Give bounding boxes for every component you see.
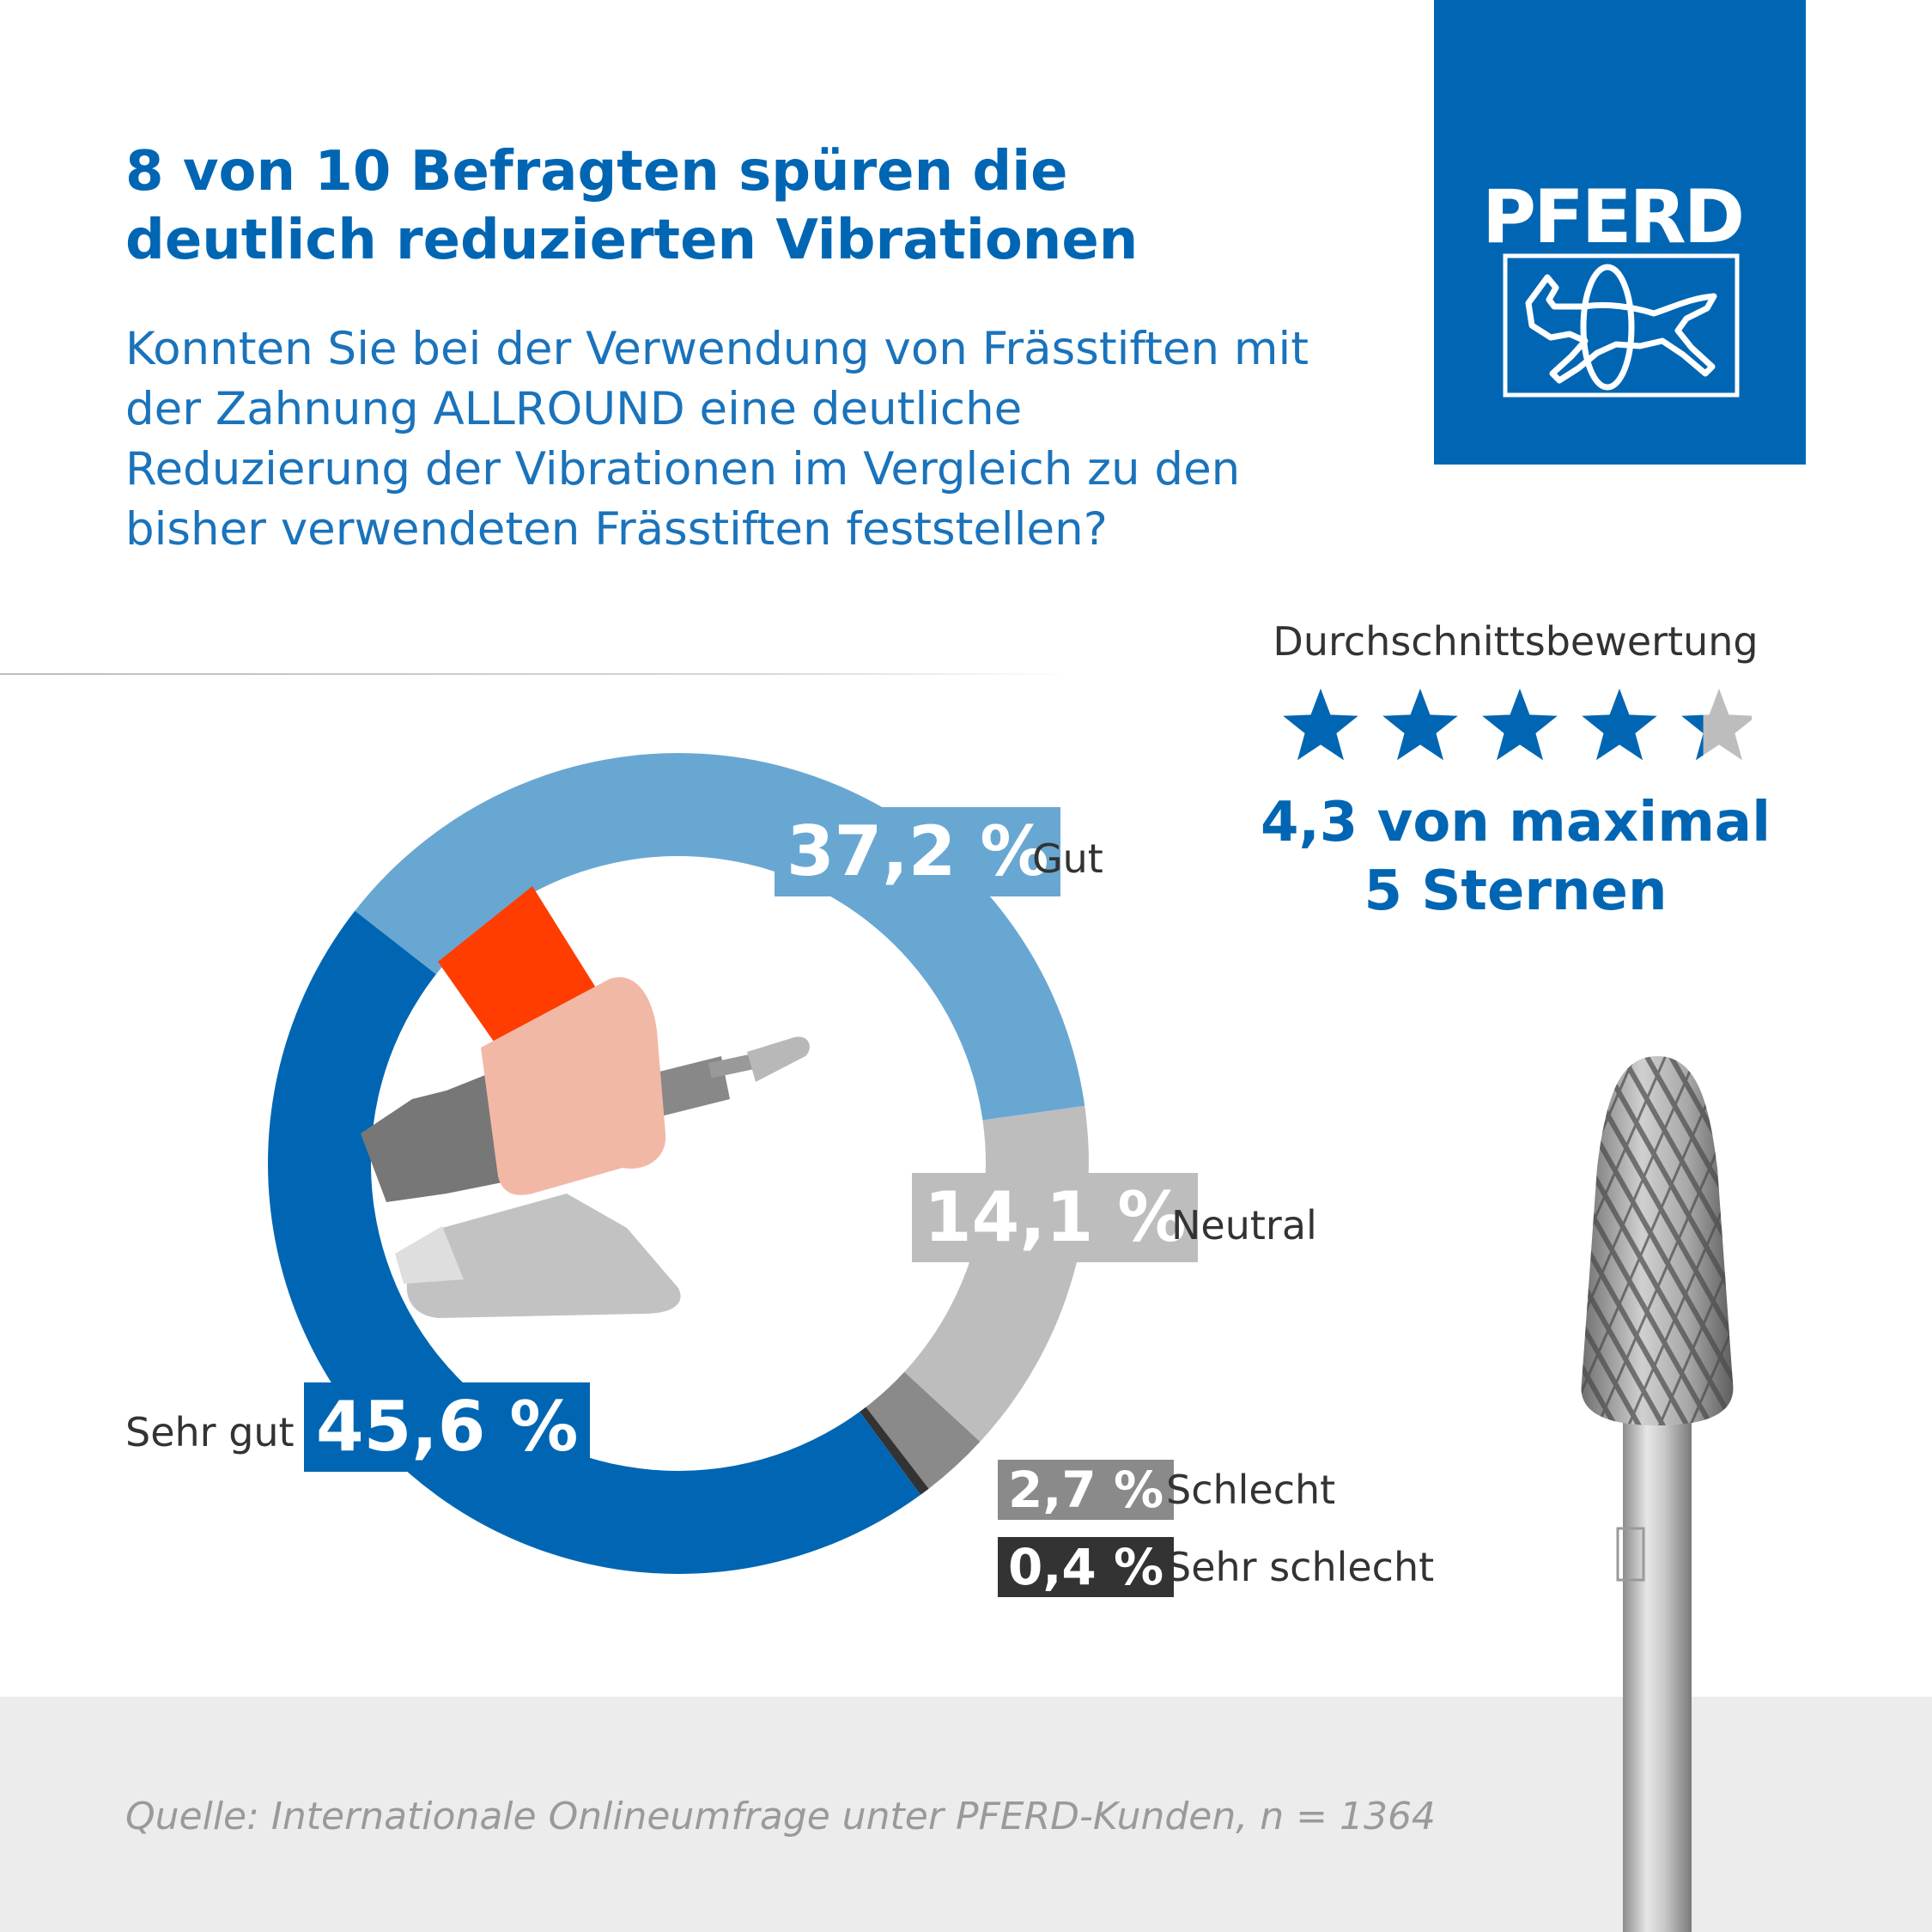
- star-icon: [1382, 689, 1458, 761]
- label-schlecht-value: 2,7 %: [998, 1460, 1175, 1520]
- label-sehr-schlecht-value: 0,4 %: [998, 1537, 1175, 1597]
- star-icon: [1681, 714, 1704, 761]
- star-icon: [1283, 689, 1358, 761]
- label-sehr-gut: Sehr gut: [125, 1409, 295, 1455]
- horse-emblem-icon: [1503, 253, 1740, 398]
- grinding-tool-illustration: [361, 886, 810, 1318]
- carbide-burr-image: [1581, 1056, 1734, 1932]
- label-neutral-value: 14,1 %: [912, 1173, 1199, 1262]
- page-title: 8 von 10 Befragten spüren die deutlich r…: [125, 140, 1139, 272]
- source-note: Quelle: Internationale Onlineumfrage unt…: [125, 1795, 1436, 1838]
- pferd-logo: PFERD: [1434, 0, 1806, 465]
- logo-wordmark: PFERD: [1482, 174, 1745, 260]
- donut-slice-sehr-schlecht: [860, 1406, 929, 1495]
- star-icon: [1582, 689, 1657, 761]
- label-sehr-gut-value: 45,6 %: [304, 1382, 591, 1472]
- donut-slice-schlecht: [866, 1371, 981, 1489]
- rating-value: 4,3 von maximal 5 Sternen: [1260, 791, 1771, 923]
- star-icon-empty: [1681, 689, 1752, 761]
- survey-question: Konnten Sie bei der Verwendung von Fräss…: [125, 323, 1309, 556]
- label-schlecht: Schlecht: [1166, 1467, 1336, 1513]
- section-divider: [0, 673, 1073, 675]
- footer-band: [0, 1697, 1932, 1932]
- label-sehr-schlecht: Sehr schlecht: [1166, 1544, 1435, 1590]
- label-neutral: Neutral: [1171, 1202, 1317, 1249]
- star-icon: [1482, 689, 1558, 761]
- label-gut-value: 37,2 %: [775, 807, 1061, 896]
- donut-slice-neutral: [904, 1105, 1089, 1443]
- rating-stars: [1283, 689, 1752, 761]
- rating-label: Durchschnittsbewertung: [1273, 618, 1759, 665]
- label-gut: Gut: [1032, 835, 1103, 882]
